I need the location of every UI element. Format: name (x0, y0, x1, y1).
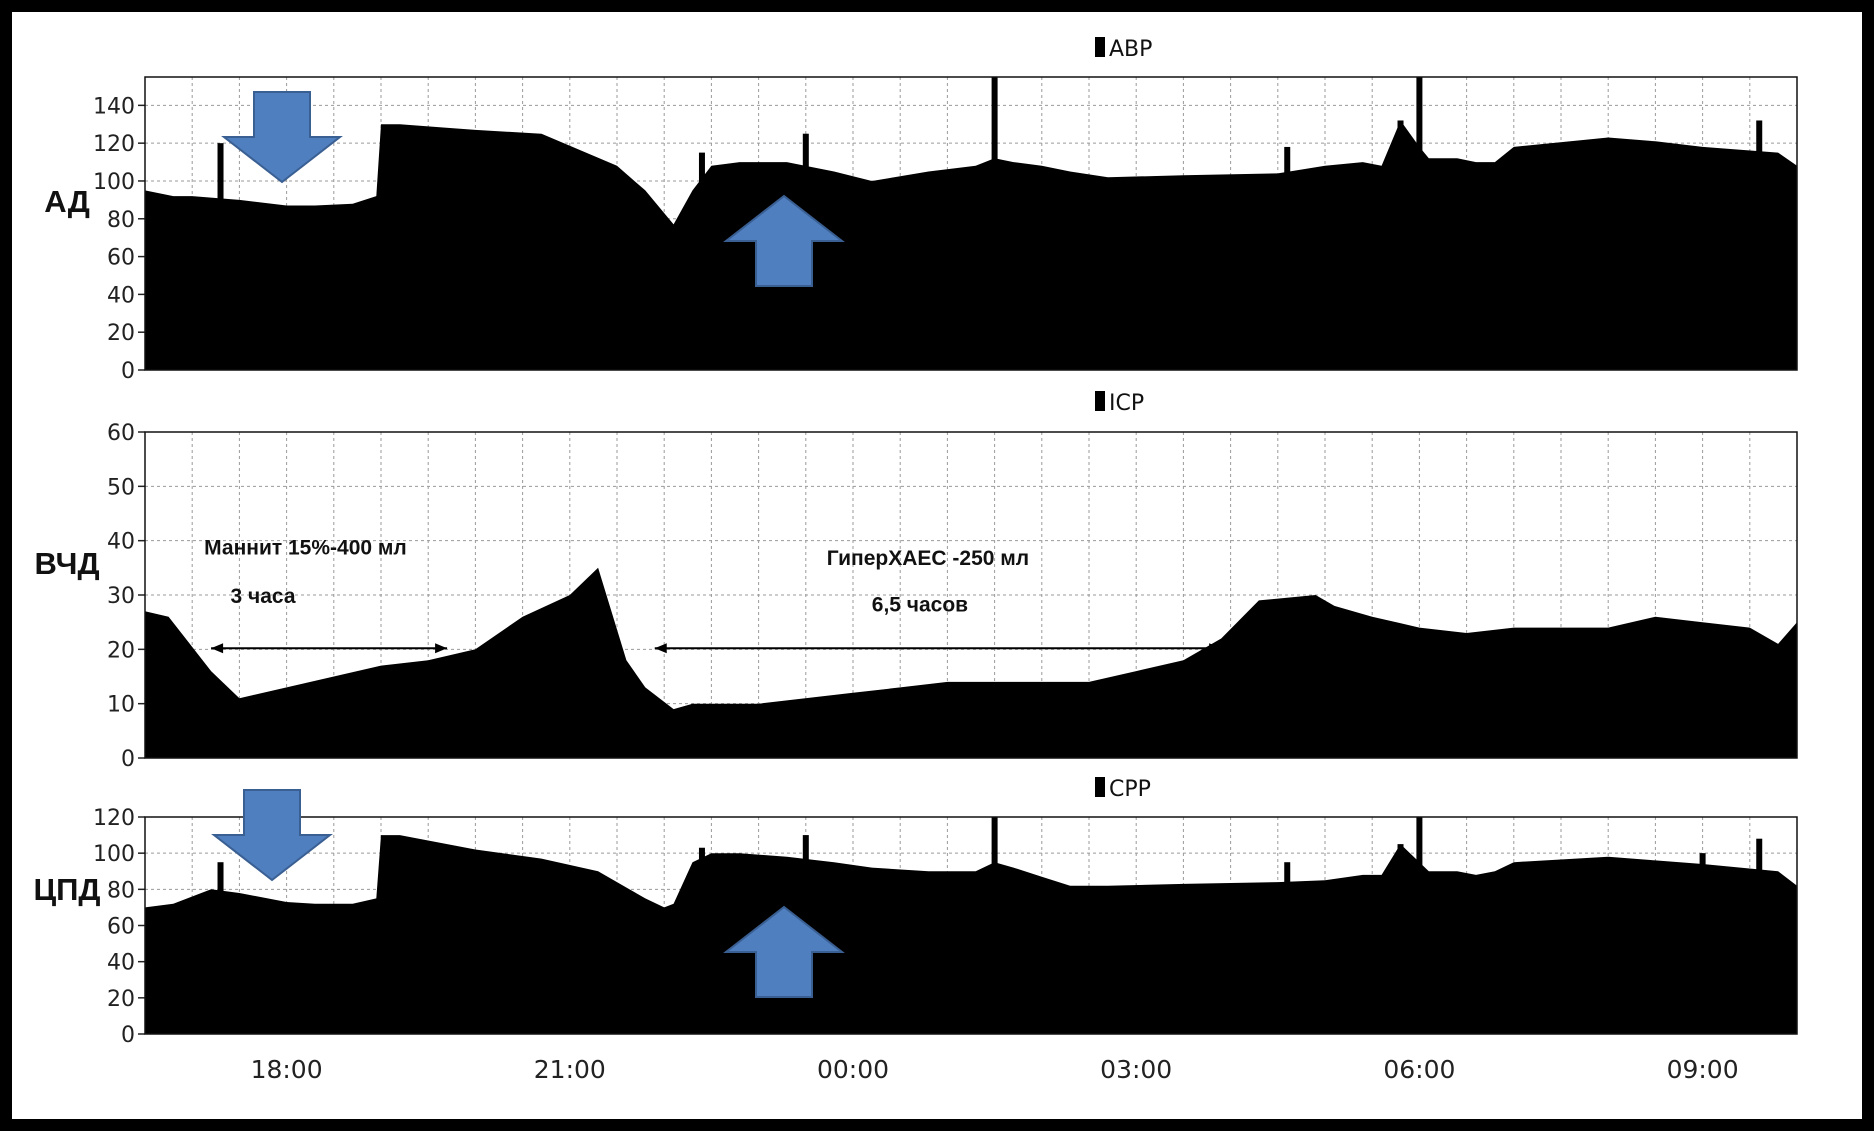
abp-spike (1397, 120, 1404, 370)
cpp-title: CPP (1109, 777, 1151, 802)
y-tick-label: 60 (107, 246, 135, 271)
annotation-arrow-left (211, 643, 224, 654)
y-tick-label: 0 (121, 747, 135, 772)
cpp-spike (1397, 844, 1404, 1034)
icp-y-label: ВЧД (34, 546, 99, 581)
abp-spike (217, 143, 224, 370)
chart-canvas: 0 20 40 60 80 100 120 140 ABP АД 0 10 20 30 40 50 60 ICP В… (12, 12, 1862, 1119)
arrow-up-icon (723, 194, 845, 287)
y-tick-label: 140 (93, 94, 135, 119)
annotation-arrow-right (435, 643, 448, 654)
y-tick-label: 60 (107, 915, 135, 940)
abp-legend-swatch (1095, 37, 1105, 57)
icp-title: ICP (1109, 391, 1144, 416)
y-tick-label: 0 (121, 359, 135, 384)
y-tick-label: 0 (121, 1023, 135, 1048)
abp-spike (1765, 237, 1772, 370)
abp-spike (1756, 120, 1763, 370)
cpp-spike (1284, 862, 1291, 1034)
y-tick-label: 100 (93, 170, 135, 195)
x-tick-label: 03:00 (1100, 1055, 1172, 1084)
icp-monitoring-charts: 0 20 40 60 80 100 120 140 ABP АД 0 10 20 30 40 50 60 ICP В… (33, 37, 1798, 1084)
abp-title: ABP (1109, 37, 1152, 62)
y-tick-label: 50 (107, 475, 135, 500)
y-tick-label: 10 (107, 693, 135, 718)
icp-legend-swatch (1095, 391, 1105, 411)
abp-spike (991, 77, 998, 370)
cpp-legend-swatch (1095, 777, 1105, 797)
y-tick-label: 40 (107, 283, 135, 308)
y-tick-label: 20 (107, 987, 135, 1012)
y-tick-label: 120 (93, 132, 135, 157)
cpp-plot-frame (144, 816, 1798, 1035)
cpp-spike (1765, 947, 1772, 1034)
arrow-up-icon (723, 905, 845, 998)
y-tick-label: 40 (107, 530, 135, 555)
y-tick-label: 30 (107, 584, 135, 609)
cpp-spike (698, 847, 705, 1034)
y-tick-label: 120 (93, 806, 135, 831)
abp-spike (1416, 77, 1423, 370)
y-tick-label: 100 (93, 842, 135, 867)
x-tick-label: 00:00 (817, 1055, 889, 1084)
abp-plot-frame (144, 76, 1798, 371)
annotation-duration: 6,5 часов (872, 593, 968, 616)
y-tick-label: 80 (107, 878, 135, 903)
abp-area-series (145, 120, 1797, 370)
cpp-spike (1779, 934, 1786, 1034)
abp-spike (1779, 222, 1786, 370)
y-tick-label: 20 (107, 638, 135, 663)
abp-spike (1699, 152, 1706, 370)
cpp-spike (1510, 889, 1517, 1034)
cpp-spike (1756, 838, 1763, 1034)
cpp-spike (1416, 817, 1423, 1034)
arrow-down-icon (211, 789, 333, 882)
icp-plot-frame (144, 431, 1798, 759)
cpp-spike (1473, 943, 1480, 1034)
cpp-spike (217, 862, 224, 1034)
y-tick-label: 20 (107, 321, 135, 346)
x-tick-label: 09:00 (1667, 1055, 1739, 1084)
x-tick-label: 21:00 (534, 1055, 606, 1084)
annotation-arrow-left (654, 643, 667, 654)
cpp-area-series (145, 835, 1797, 1034)
annotation-drug: ГиперХАЕС -250 мл (827, 547, 1029, 570)
cpp-spike (1699, 853, 1706, 1034)
arrow-down-icon (221, 91, 343, 184)
x-tick-label: 06:00 (1383, 1055, 1455, 1084)
cpp-y-label: ЦПД (33, 872, 100, 907)
abp-y-label: АД (44, 184, 90, 219)
abp-spike (698, 152, 705, 370)
annotation-drug: Маннит 15%-400 мл (204, 536, 407, 559)
x-tick-label: 18:00 (251, 1055, 323, 1084)
y-tick-label: 60 (107, 421, 135, 446)
annotation-arrow-right (1209, 643, 1222, 654)
abp-spike (1510, 199, 1517, 370)
icp-area-series (145, 567, 1797, 758)
y-tick-label: 40 (107, 951, 135, 976)
annotation-duration: 3 часа (231, 585, 296, 608)
y-tick-label: 80 (107, 208, 135, 233)
abp-spike (1284, 146, 1291, 370)
abp-spike (1473, 233, 1480, 370)
cpp-spike (991, 817, 998, 1034)
